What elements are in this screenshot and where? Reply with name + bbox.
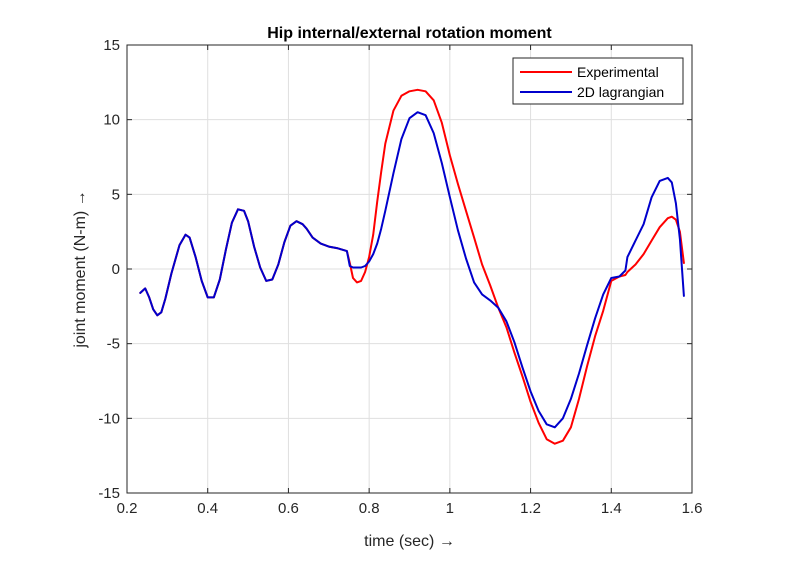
ticks: 0.2 0.4 0.6 0.8 1 1.2 1.4 1.6 -15 -10 -5 0 5 10 15	[98, 37, 702, 517]
x-tick-label: 1.2	[520, 500, 541, 517]
legend-label-2d-lagrangian: 2D lagrangian	[577, 84, 664, 100]
legend: Experimental 2D lagrangian	[512, 57, 684, 105]
y-tick-label: -15	[98, 485, 120, 502]
series-line-2d-lagrangian	[139, 111, 685, 429]
chart-title: Hip internal/external rotation moment	[267, 25, 552, 42]
y-tick-label: 15	[103, 37, 120, 54]
y-tick-label: -5	[107, 336, 120, 353]
x-tick-label: 0.6	[278, 500, 299, 517]
legend-label-experimental: Experimental	[577, 64, 659, 80]
x-tick-label: 0.4	[197, 500, 218, 517]
y-tick-label: -10	[98, 410, 120, 427]
y-axis-label: joint moment (N-m) →	[72, 190, 89, 348]
x-tick-label: 0.8	[359, 500, 380, 517]
x-axis-label: time (sec) →	[364, 533, 455, 550]
series-layer	[139, 88, 685, 445]
x-tick-label: 1	[446, 500, 454, 517]
y-tick-label: 5	[112, 186, 120, 203]
y-tick-label: 0	[112, 261, 120, 278]
legend-box	[512, 57, 684, 105]
x-tick-label: 0.2	[117, 500, 138, 517]
y-tick-label: 10	[103, 112, 120, 129]
x-tick-label: 1.4	[601, 500, 622, 517]
x-tick-label: 1.6	[682, 500, 703, 517]
